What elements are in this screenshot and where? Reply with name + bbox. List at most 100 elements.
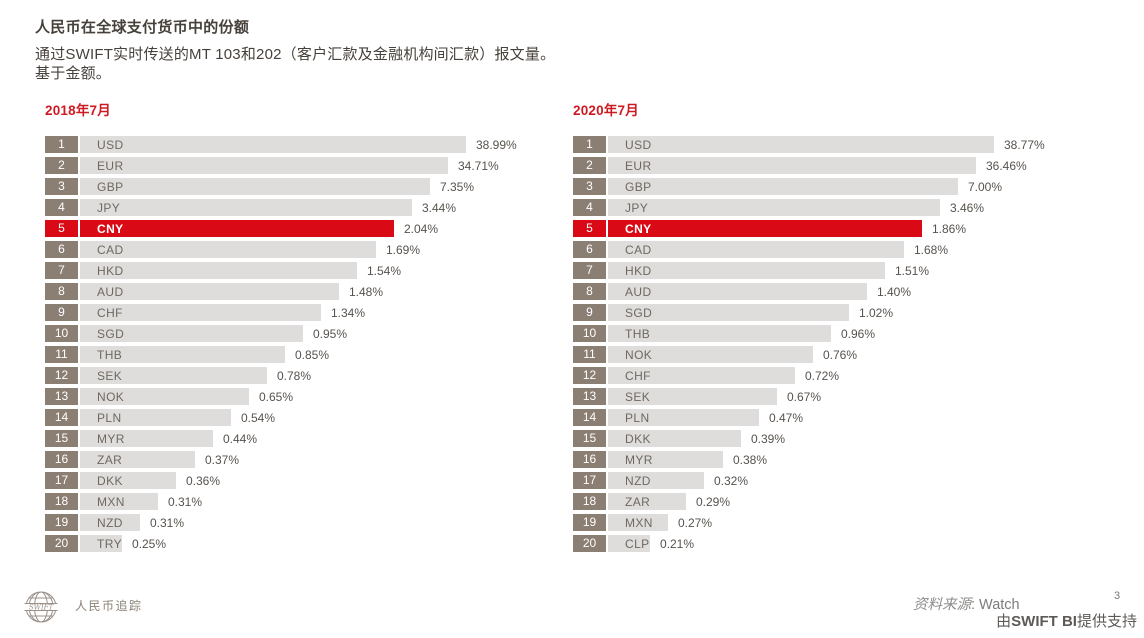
rank-badge: 9 — [45, 304, 78, 321]
chart-row-pln: 14 PLN 0.54% — [45, 409, 570, 426]
chart-row-jpy: 4 JPY 3.44% — [45, 199, 570, 216]
currency-code: MYR — [625, 452, 653, 467]
chart-row-cad: 6 CAD 1.69% — [45, 241, 570, 258]
page-number: 3 — [1114, 590, 1121, 602]
currency-code: SEK — [625, 389, 651, 404]
share-bar-aud: AUD — [608, 283, 867, 300]
rank-badge: 18 — [573, 493, 606, 510]
rank-badge: 12 — [45, 367, 78, 384]
currency-code: PLN — [97, 410, 122, 425]
value-label: 0.96% — [841, 326, 876, 341]
value-label: 38.99% — [476, 137, 517, 152]
currency-code: NZD — [625, 473, 651, 488]
share-bar-dkk: DKK — [80, 472, 176, 489]
share-bar-zar: ZAR — [608, 493, 686, 510]
rank-badge: 4 — [45, 199, 78, 216]
value-label: 0.85% — [295, 347, 330, 362]
source-line: 资料来源: Watch — [913, 593, 1020, 614]
chart-row-nzd: 19 NZD 0.31% — [45, 514, 570, 531]
value-label: 0.39% — [751, 431, 786, 446]
value-label: 38.77% — [1004, 137, 1045, 152]
chart-row-myr: 16 MYR 0.38% — [573, 451, 1098, 468]
chart-row-cny: 5 CNY 2.04% — [45, 220, 570, 237]
chart-rows: 1 USD 38.77% 2 EUR 36.46% 3 GBP 7.00% 4 JPY 3.46% 5 C… — [573, 136, 1098, 552]
share-bar-eur: EUR — [80, 157, 448, 174]
currency-code: ZAR — [97, 452, 123, 467]
value-label: 3.46% — [950, 200, 985, 215]
share-bar-aud: AUD — [80, 283, 339, 300]
powered-by-suffix: 提供支持 — [1076, 613, 1137, 630]
currency-code: CNY — [97, 221, 124, 236]
rank-badge: 15 — [45, 430, 78, 447]
share-bar-chf: CHF — [608, 367, 795, 384]
value-label: 0.32% — [714, 473, 749, 488]
share-bar-zar: ZAR — [80, 451, 195, 468]
rank-badge: 9 — [573, 304, 606, 321]
chart-row-dkk: 17 DKK 0.36% — [45, 472, 570, 489]
currency-code: CHF — [97, 305, 123, 320]
value-label: 0.38% — [733, 452, 768, 467]
currency-code: NOK — [97, 389, 125, 404]
chart-row-gbp: 3 GBP 7.00% — [573, 178, 1098, 195]
currency-code: CHF — [625, 368, 651, 383]
chart-row-thb: 11 THB 0.85% — [45, 346, 570, 363]
value-label: 1.86% — [932, 221, 967, 236]
value-label: 7.35% — [440, 179, 475, 194]
value-label: 0.29% — [696, 494, 731, 509]
page-title: 人民币在全球支付货币中的份额 — [35, 19, 250, 36]
rank-badge: 19 — [45, 514, 78, 531]
source-value: : Watch — [971, 597, 1020, 613]
rank-badge: 10 — [573, 325, 606, 342]
share-bar-chf: CHF — [80, 304, 321, 321]
chart-row-dkk: 15 DKK 0.39% — [573, 430, 1098, 447]
chart-row-try: 20 TRY 0.25% — [45, 535, 570, 552]
share-bar-hkd: HKD — [80, 262, 357, 279]
currency-code: CAD — [97, 242, 124, 257]
rank-badge: 1 — [45, 136, 78, 153]
share-bar-mxn: MXN — [608, 514, 668, 531]
value-label: 0.31% — [150, 515, 185, 530]
value-label: 34.71% — [458, 158, 499, 173]
swift-logo-text: SWIFT — [29, 604, 55, 612]
share-bar-sek: SEK — [608, 388, 777, 405]
value-label: 0.44% — [223, 431, 258, 446]
chart-row-hkd: 7 HKD 1.51% — [573, 262, 1098, 279]
chart-row-hkd: 7 HKD 1.54% — [45, 262, 570, 279]
rank-badge: 13 — [573, 388, 606, 405]
chart-row-sgd: 10 SGD 0.95% — [45, 325, 570, 342]
rank-badge: 18 — [45, 493, 78, 510]
chart-row-mxn: 19 MXN 0.27% — [573, 514, 1098, 531]
rank-badge: 15 — [573, 430, 606, 447]
share-bar-myr: MYR — [608, 451, 723, 468]
currency-code: JPY — [625, 200, 649, 215]
rank-badge: 3 — [573, 178, 606, 195]
chart-row-aud: 8 AUD 1.40% — [573, 283, 1098, 300]
rank-badge: 4 — [573, 199, 606, 216]
share-bar-hkd: HKD — [608, 262, 885, 279]
rank-badge: 17 — [45, 472, 78, 489]
rank-badge: 5 — [45, 220, 78, 237]
rank-badge: 12 — [573, 367, 606, 384]
currency-code: THB — [97, 347, 123, 362]
chart-row-eur: 2 EUR 34.71% — [45, 157, 570, 174]
currency-code: AUD — [625, 284, 652, 299]
chart-title: 2020年7月 — [573, 103, 639, 118]
currency-code: AUD — [97, 284, 124, 299]
value-label: 1.34% — [331, 305, 366, 320]
value-label: 0.72% — [805, 368, 840, 383]
rank-badge: 14 — [573, 409, 606, 426]
share-bar-pln: PLN — [608, 409, 759, 426]
share-bar-nzd: NZD — [80, 514, 140, 531]
value-label: 0.78% — [277, 368, 312, 383]
rank-badge: 16 — [573, 451, 606, 468]
currency-code: NZD — [97, 515, 123, 530]
currency-code: SEK — [97, 368, 123, 383]
rank-badge: 11 — [573, 346, 606, 363]
rank-badge: 20 — [573, 535, 606, 552]
chart-row-nok: 11 NOK 0.76% — [573, 346, 1098, 363]
chart-row-gbp: 3 GBP 7.35% — [45, 178, 570, 195]
currency-code: PLN — [625, 410, 650, 425]
chart-rows: 1 USD 38.99% 2 EUR 34.71% 3 GBP 7.35% 4 JPY 3.44% 5 C… — [45, 136, 570, 552]
chart-row-usd: 1 USD 38.77% — [573, 136, 1098, 153]
source-label: 资料来源 — [913, 597, 971, 613]
